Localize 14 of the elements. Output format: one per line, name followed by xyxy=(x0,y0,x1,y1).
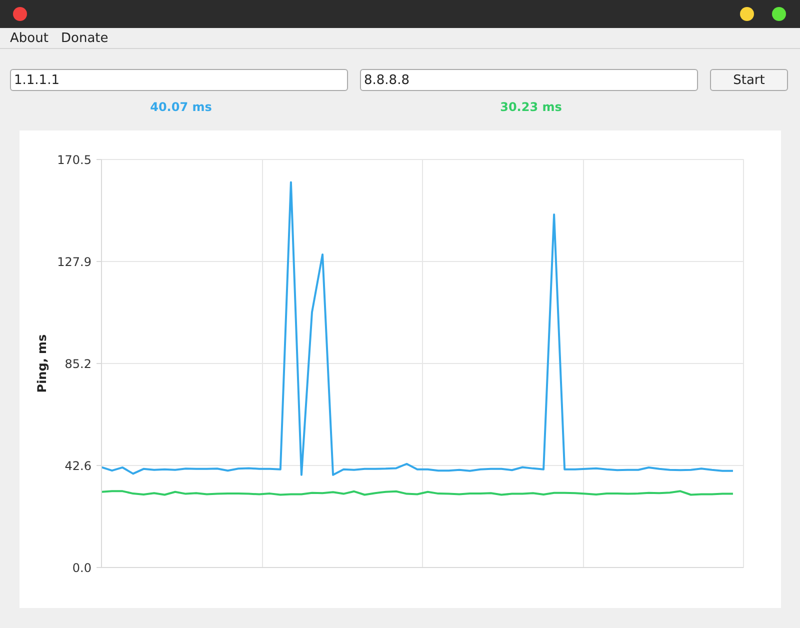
text: 30.23 ms xyxy=(499,99,563,116)
y-tick-label: 170.5 xyxy=(57,153,92,167)
y-tick-label: 42.6 xyxy=(64,459,92,474)
text: 40.07 ms xyxy=(149,99,213,116)
y-axis-title: Ping, ms xyxy=(35,334,50,393)
line-series xyxy=(102,181,734,476)
y-tick-label: 85.2 xyxy=(64,357,92,372)
y-tick-label: 127.9 xyxy=(57,254,92,269)
y-tick-label: 0.0 xyxy=(72,561,92,575)
text: About xyxy=(10,30,48,48)
text: 8.8.8.8 xyxy=(360,69,698,91)
text: 1.1.1.1 xyxy=(10,69,348,91)
text: Donate xyxy=(61,30,108,48)
text: Start xyxy=(710,69,788,91)
